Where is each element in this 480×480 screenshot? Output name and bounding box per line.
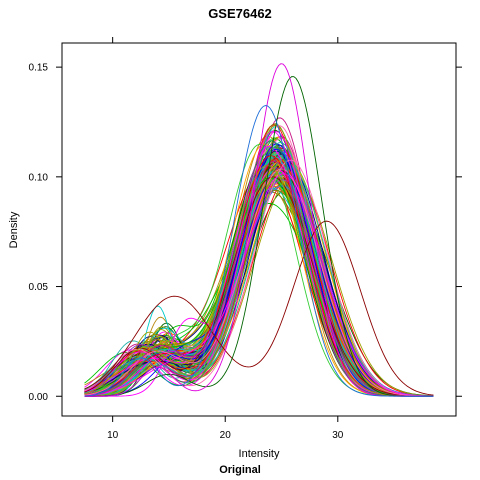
density-line: [84, 179, 434, 397]
density-line: [84, 160, 434, 397]
y-tick-label: 0.10: [29, 172, 49, 183]
chart-sublabel: Original: [219, 464, 261, 476]
x-tick-label: 30: [332, 430, 344, 441]
x-tick-label: 20: [220, 430, 232, 441]
x-axis: 10 20 30: [107, 37, 344, 441]
y-tick-label: 0.05: [29, 282, 49, 293]
density-line: [84, 76, 434, 397]
y-tick-label: 0.15: [29, 63, 49, 74]
chart-title: GSE76462: [208, 6, 272, 21]
y-axis: 0.00 0.05 0.10 0.15: [29, 63, 462, 403]
density-line: [84, 164, 434, 397]
density-line: [84, 220, 434, 396]
density-line: [84, 105, 434, 397]
density-line: [84, 176, 434, 397]
density-curves: [84, 63, 434, 397]
x-tick-label: 10: [107, 430, 119, 441]
x-axis-label: Intensity: [239, 448, 280, 460]
y-axis-label: Density: [8, 211, 20, 248]
density-line: [84, 63, 434, 397]
plot-frame: [61, 42, 457, 417]
y-tick-label: 0.00: [29, 392, 49, 403]
